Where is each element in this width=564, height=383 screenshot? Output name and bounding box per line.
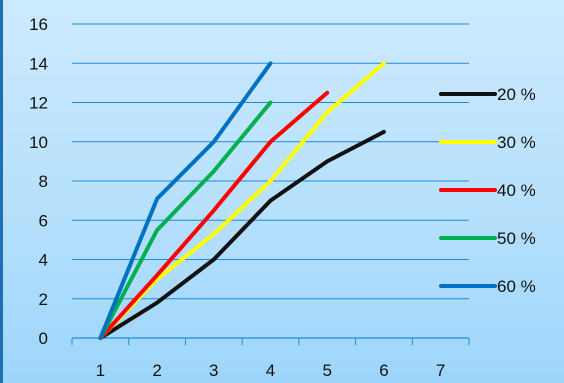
- y-tick-label: 0: [39, 329, 48, 348]
- y-tick-label: 10: [29, 133, 48, 152]
- series-line-40pct: [98, 90, 330, 340]
- y-tick-label: 14: [29, 54, 48, 73]
- series-line-30pct: [98, 61, 386, 340]
- legend-label: 50 %: [497, 229, 536, 248]
- y-tick-label: 8: [39, 172, 48, 191]
- series-lines: [98, 61, 386, 340]
- x-tick-label: 7: [436, 361, 445, 380]
- x-tick-label: 6: [379, 361, 388, 380]
- legend-label: 40 %: [497, 181, 536, 200]
- series-line-20pct: [98, 129, 386, 340]
- series-line-50pct: [98, 100, 273, 340]
- x-tick-label: 4: [266, 361, 275, 380]
- y-tick-label: 12: [29, 94, 48, 113]
- series-line-60pct: [98, 61, 273, 340]
- y-tick-label: 6: [39, 211, 48, 230]
- x-tick-label: 3: [209, 361, 218, 380]
- x-tick-label: 1: [96, 361, 105, 380]
- legend-label: 20 %: [497, 85, 536, 104]
- y-tick-label: 16: [29, 15, 48, 34]
- legend-label: 30 %: [497, 133, 536, 152]
- y-tick-label: 4: [39, 251, 48, 270]
- legend-label: 60 %: [497, 277, 536, 296]
- legend: 20 % 30 % 40 % 50 % 60 %: [439, 85, 536, 296]
- x-tick-label: 5: [322, 361, 331, 380]
- y-tick-label: 2: [39, 290, 48, 309]
- x-tick-label: 2: [152, 361, 161, 380]
